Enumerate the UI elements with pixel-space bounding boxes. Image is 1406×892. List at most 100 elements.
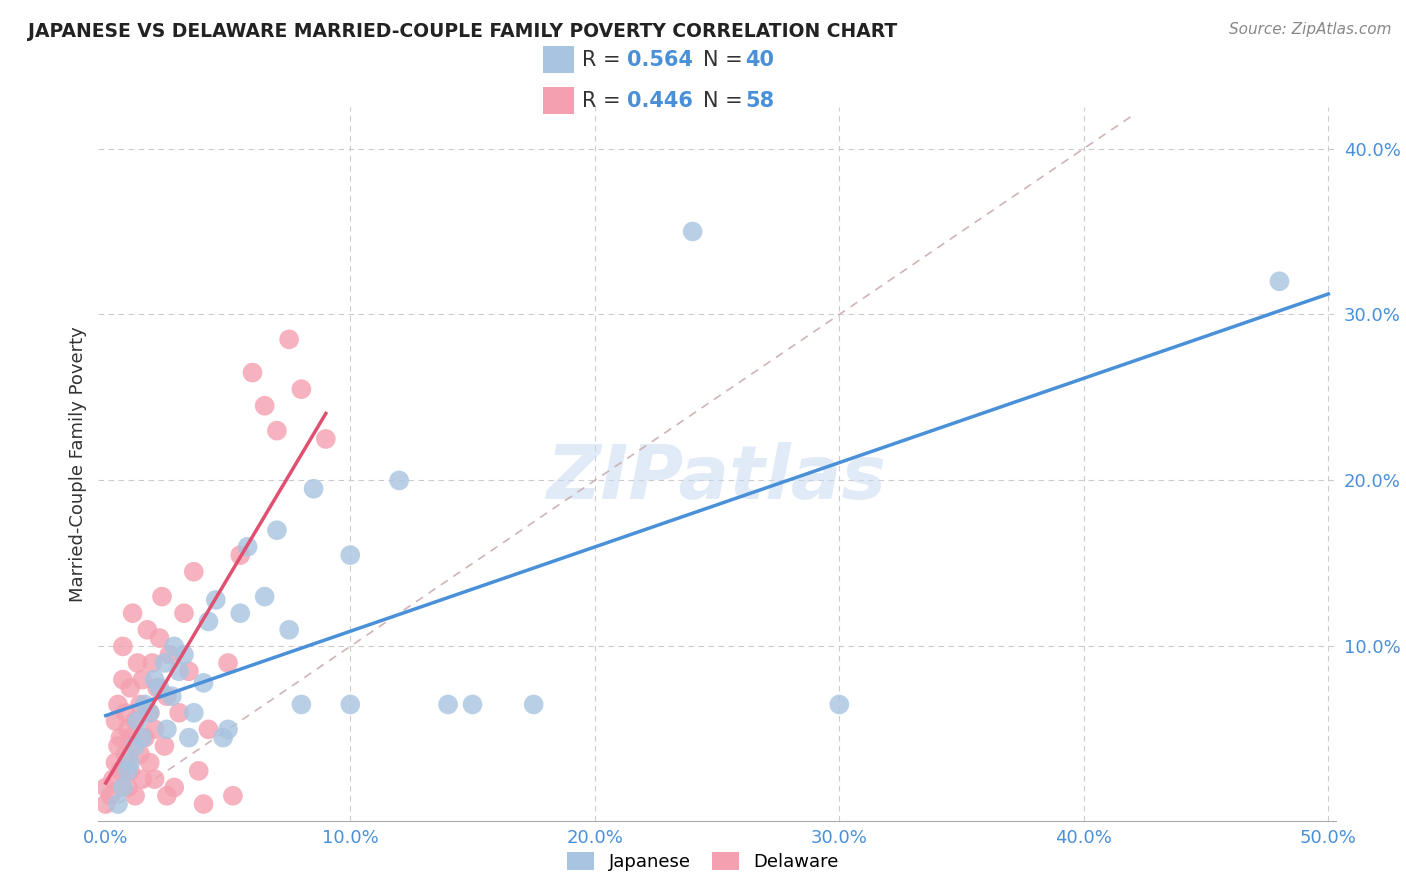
Point <box>104 756 127 770</box>
Point <box>117 764 139 778</box>
Point <box>148 681 170 695</box>
Point <box>127 656 149 670</box>
Point <box>217 723 239 737</box>
Text: Source: ZipAtlas.com: Source: ZipAtlas.com <box>1229 22 1392 37</box>
Point <box>160 689 183 703</box>
Point <box>129 747 152 762</box>
Point <box>94 780 117 795</box>
Point <box>107 797 129 811</box>
Point <box>187 764 209 778</box>
Point <box>266 424 288 438</box>
Point <box>682 225 704 239</box>
Point <box>104 714 127 728</box>
Point <box>129 698 152 712</box>
Point <box>134 698 156 712</box>
Point <box>290 382 312 396</box>
Point <box>461 698 484 712</box>
FancyBboxPatch shape <box>543 87 574 114</box>
Point <box>150 590 173 604</box>
Point <box>167 665 190 679</box>
Point <box>278 332 301 346</box>
Point <box>100 789 122 803</box>
Point <box>134 731 156 745</box>
Point <box>156 723 179 737</box>
Point <box>197 723 219 737</box>
Point <box>131 673 153 687</box>
Point <box>111 640 134 654</box>
Point <box>120 756 142 770</box>
Point <box>157 648 180 662</box>
Point <box>222 789 245 803</box>
Point <box>302 482 325 496</box>
Point <box>163 780 186 795</box>
Point <box>110 764 132 778</box>
Point <box>120 681 142 695</box>
Point <box>177 665 200 679</box>
Point <box>242 366 264 380</box>
Point <box>110 731 132 745</box>
Point <box>212 731 235 745</box>
Point <box>139 706 162 720</box>
Point <box>167 706 190 720</box>
Point <box>253 399 276 413</box>
Point <box>114 706 136 720</box>
Text: 0.564: 0.564 <box>627 50 693 70</box>
Point <box>131 772 153 786</box>
Point <box>143 772 166 786</box>
Point <box>339 548 361 562</box>
Text: JAPANESE VS DELAWARE MARRIED-COUPLE FAMILY POVERTY CORRELATION CHART: JAPANESE VS DELAWARE MARRIED-COUPLE FAMI… <box>28 22 897 41</box>
Point <box>177 731 200 745</box>
Point <box>183 565 205 579</box>
Point <box>229 548 252 562</box>
Point <box>197 615 219 629</box>
Point <box>183 706 205 720</box>
Point <box>111 780 134 795</box>
Point <box>94 797 117 811</box>
Point <box>163 640 186 654</box>
Point <box>101 772 124 786</box>
FancyBboxPatch shape <box>543 46 574 73</box>
Point <box>290 698 312 712</box>
Point <box>204 593 226 607</box>
Point <box>229 606 252 620</box>
Point <box>143 673 166 687</box>
Point <box>107 739 129 753</box>
Point <box>124 714 146 728</box>
Point <box>1268 274 1291 288</box>
Point <box>236 540 259 554</box>
Point <box>266 523 288 537</box>
Point <box>127 714 149 728</box>
Text: N =: N = <box>703 91 749 111</box>
Point <box>193 676 215 690</box>
Point <box>315 432 337 446</box>
Point <box>278 623 301 637</box>
Legend: Japanese, Delaware: Japanese, Delaware <box>560 845 846 879</box>
Point <box>114 747 136 762</box>
Text: 0.446: 0.446 <box>627 91 693 111</box>
Point <box>828 698 851 712</box>
Point <box>131 731 153 745</box>
Point <box>153 656 176 670</box>
Point <box>148 631 170 645</box>
Text: R =: R = <box>582 91 627 111</box>
Point <box>217 656 239 670</box>
Point <box>141 656 163 670</box>
Point <box>153 739 176 753</box>
Text: 58: 58 <box>745 91 775 111</box>
Point <box>117 780 139 795</box>
Text: R =: R = <box>582 50 627 70</box>
Point <box>437 698 460 712</box>
Point <box>124 739 146 753</box>
Point <box>124 789 146 803</box>
Point <box>120 731 142 745</box>
Point <box>156 689 179 703</box>
Point <box>173 648 195 662</box>
Y-axis label: Married-Couple Family Poverty: Married-Couple Family Poverty <box>69 326 87 602</box>
Point <box>523 698 546 712</box>
Point <box>120 764 142 778</box>
Point <box>121 606 143 620</box>
Point <box>173 606 195 620</box>
Point <box>117 723 139 737</box>
Point <box>136 623 159 637</box>
Text: N =: N = <box>703 50 749 70</box>
